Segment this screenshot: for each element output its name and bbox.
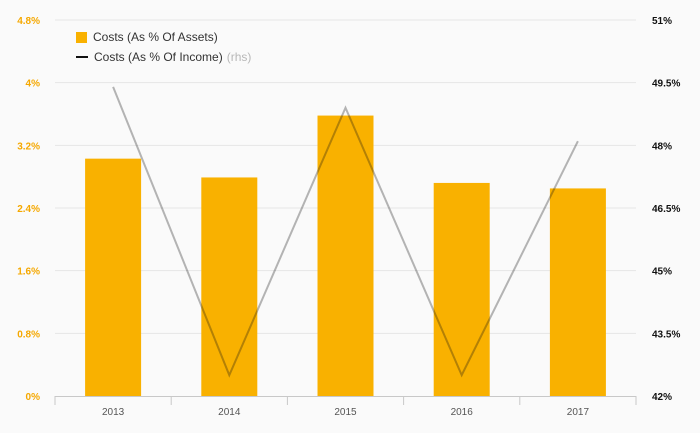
x-tick-label: 2015 — [334, 407, 357, 418]
legend-swatch-bars — [76, 31, 87, 43]
left-tick-label: 3.2% — [17, 141, 40, 152]
bar — [317, 115, 374, 397]
left-tick-label: 0% — [26, 392, 41, 403]
bar — [433, 182, 490, 396]
x-axis: 2013 2014 2015 2016 2017 — [54, 396, 637, 418]
left-tick-label: 4% — [26, 79, 41, 90]
left-y-axis: 0% 0.8% 1.6% 2.4% 3.2% 4% 4.8% — [17, 16, 40, 403]
bar — [85, 158, 142, 396]
right-tick-label: 45% — [652, 267, 672, 278]
right-tick-label: 46.5% — [652, 204, 680, 215]
x-tick-label: 2016 — [451, 407, 474, 418]
right-tick-label: 49.5% — [652, 79, 680, 90]
x-tick-label: 2013 — [102, 407, 125, 418]
x-tick-label: 2014 — [218, 407, 241, 418]
bar-series — [85, 115, 606, 397]
legend-label-line: Costs (As % Of Income) — [94, 50, 223, 64]
legend: Costs (As % Of Assets) Costs (As % Of In… — [76, 27, 251, 67]
right-tick-label: 42% — [652, 392, 672, 403]
left-tick-label: 0.8% — [17, 329, 40, 340]
bar — [549, 188, 606, 396]
left-tick-label: 1.6% — [17, 267, 40, 278]
series-line — [112, 86, 579, 378]
bar — [201, 177, 258, 396]
right-y-axis: 42% 43.5% 45% 46.5% 48% 49.5% 51% — [652, 16, 680, 403]
legend-label-bars: Costs (As % Of Assets) — [93, 30, 218, 44]
legend-item-line: Costs (As % Of Income) (rhs) — [76, 47, 251, 67]
legend-rhs-suffix: (rhs) — [226, 50, 252, 64]
right-tick-label: 48% — [652, 141, 672, 152]
left-tick-label: 2.4% — [17, 204, 40, 215]
legend-swatch-line — [76, 56, 88, 58]
legend-item-bars: Costs (As % Of Assets) — [76, 27, 251, 47]
right-tick-label: 43.5% — [652, 329, 680, 340]
left-tick-label: 4.8% — [17, 16, 40, 27]
right-tick-label: 51% — [652, 16, 672, 27]
line-series — [112, 86, 579, 378]
x-tick-label: 2017 — [567, 407, 590, 418]
